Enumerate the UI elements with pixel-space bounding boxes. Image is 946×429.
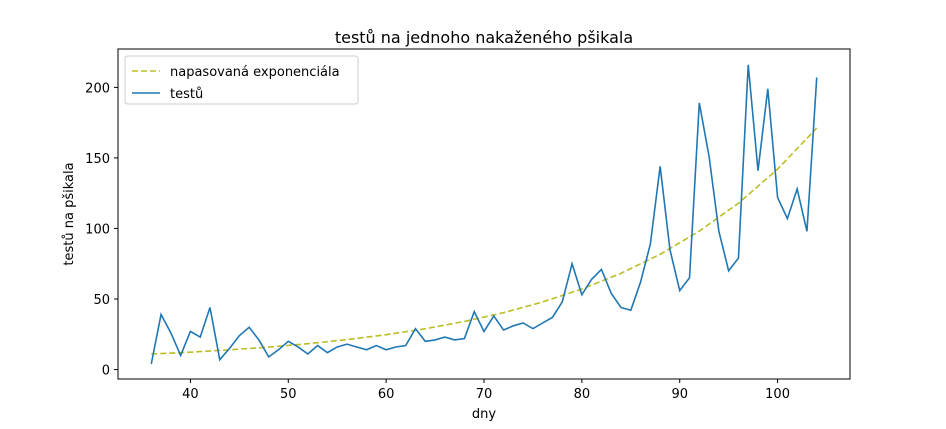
- y-axis-label: testů na pšikala: [62, 162, 77, 265]
- legend-label: napasovaná exponenciála: [170, 65, 340, 80]
- series-line: [151, 127, 818, 355]
- y-tick-label: 0: [102, 364, 110, 379]
- chart-title: testů na jednoho nakaženého pšikala: [335, 28, 633, 47]
- series-line: [150, 64, 818, 365]
- x-tick-label: 80: [574, 387, 591, 402]
- x-tick-label: 70: [476, 387, 493, 402]
- x-axis-label: dny: [472, 407, 496, 422]
- y-tick-label: 150: [85, 152, 110, 167]
- x-tick-label: 90: [671, 387, 688, 402]
- y-tick-label: 50: [93, 293, 110, 308]
- x-tick-label: 50: [280, 387, 297, 402]
- y-tick-label: 200: [85, 81, 110, 96]
- legend-label: testů: [170, 87, 203, 102]
- x-tick-label: 60: [378, 387, 395, 402]
- plot-frame: [117, 48, 851, 380]
- x-tick-label: 100: [765, 387, 790, 402]
- legend-box: [124, 55, 359, 105]
- y-tick-label: 100: [85, 222, 110, 237]
- x-tick-label: 40: [182, 387, 199, 402]
